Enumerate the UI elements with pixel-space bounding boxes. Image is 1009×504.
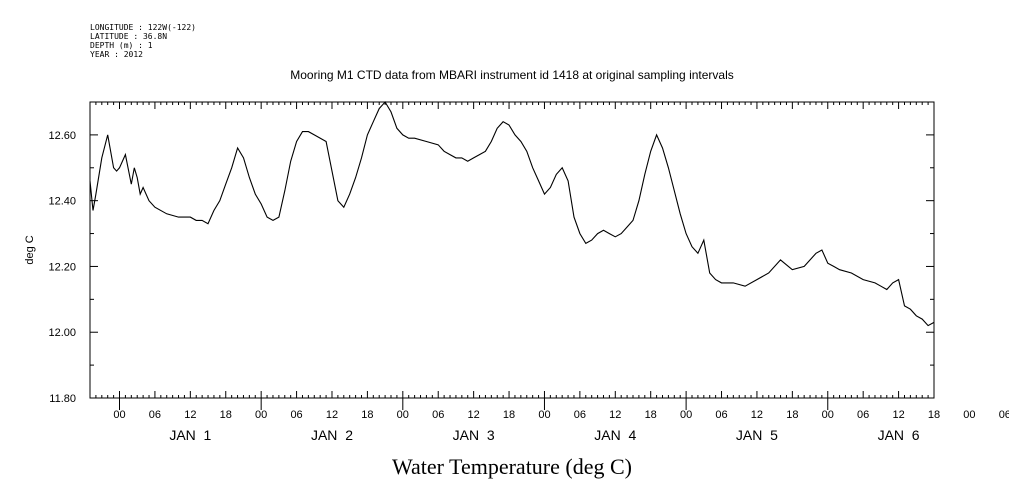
x-tick-label: 18 <box>786 409 798 421</box>
x-tick-label: 00 <box>680 409 692 421</box>
day-label: JAN 5 <box>736 427 778 443</box>
chart-title: Mooring M1 CTD data from MBARI instrumen… <box>290 68 734 82</box>
y-tick-label: 11.80 <box>49 393 76 405</box>
axis-ticks <box>89 101 935 410</box>
series-line-water-temperature <box>89 101 935 327</box>
y-axis-label: deg C <box>24 235 36 264</box>
y-tick-labels: 11.80 12.00 12.20 12.40 12.60 <box>48 130 76 405</box>
day-label: JAN 1 <box>169 427 211 443</box>
x-tick-label: 00 <box>255 409 267 421</box>
x-tick-label: 12 <box>751 409 763 421</box>
x-tick-label: 00 <box>822 409 834 421</box>
x-tick-label: 12 <box>609 409 621 421</box>
x-tick-label: 06 <box>149 409 161 421</box>
header-year: YEAR : 2012 <box>90 50 143 59</box>
x-tick-label: 12 <box>184 409 196 421</box>
x-tick-label: 06 <box>574 409 586 421</box>
x-tick-label: 06 <box>290 409 302 421</box>
x-tick-label: 06 <box>999 409 1009 421</box>
x-tick-label: 06 <box>715 409 727 421</box>
x-tick-label: 12 <box>326 409 338 421</box>
y-tick-label: 12.20 <box>48 261 76 273</box>
day-label: JAN 3 <box>453 427 495 443</box>
x-tick-label: 00 <box>538 409 550 421</box>
header-latitude: LATITUDE : 36.8N <box>90 32 167 41</box>
x-tick-label: 00 <box>113 409 125 421</box>
x-tick-label: 18 <box>645 409 657 421</box>
x-tick-label: 18 <box>361 409 373 421</box>
x-tick-label: 12 <box>468 409 480 421</box>
x-tick-label: 18 <box>503 409 515 421</box>
y-tick-label: 12.00 <box>48 327 76 339</box>
header-info: LONGITUDE : 122W(-122) LATITUDE : 36.8N … <box>90 23 196 59</box>
x-tick-label: 06 <box>432 409 444 421</box>
x-tick-label: 12 <box>892 409 904 421</box>
x-tick-label: 00 <box>963 409 975 421</box>
x-tick-label: 00 <box>397 409 409 421</box>
x-tick-label: 06 <box>857 409 869 421</box>
x-tick-labels: 00 06 12 18 00 06 12 18 00 06 12 18 00 06 12 18 00 06 12 18… <box>113 409 1009 421</box>
x-tick-label: 18 <box>928 409 940 421</box>
header-depth: DEPTH (m) : 1 <box>90 41 153 50</box>
day-label: JAN 4 <box>594 427 636 443</box>
header-longitude: LONGITUDE : 122W(-122) <box>90 23 196 32</box>
plot-frame <box>89 101 935 399</box>
day-label: JAN 6 <box>878 427 920 443</box>
y-tick-label: 12.60 <box>48 130 76 142</box>
x-tick-label: 18 <box>220 409 232 421</box>
y-tick-label: 12.40 <box>48 196 76 208</box>
bottom-title: Water Temperature (deg C) <box>392 454 632 479</box>
day-label: JAN 2 <box>311 427 353 443</box>
